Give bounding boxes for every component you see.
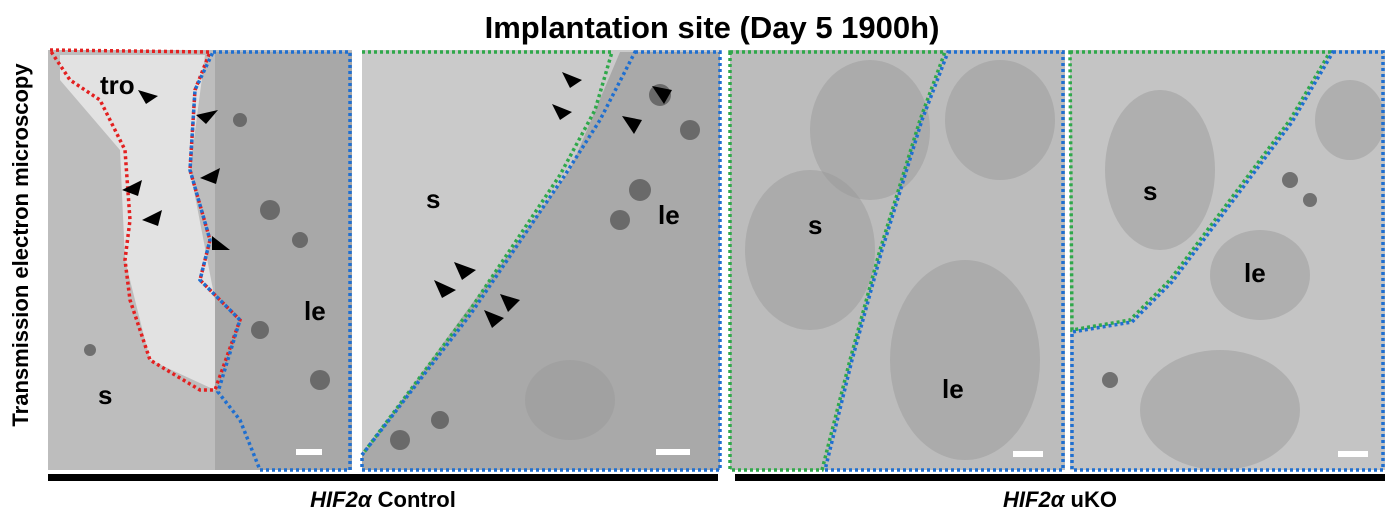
condition: uKO bbox=[1071, 487, 1117, 512]
group-bar bbox=[735, 474, 1385, 481]
figure-title: Implantation site (Day 5 1900h) bbox=[485, 10, 940, 45]
gene-name: HIF2α bbox=[310, 487, 373, 512]
micrograph-panel: s le bbox=[362, 50, 720, 470]
group-label: HIF2α uKO bbox=[1003, 487, 1117, 512]
region-label: s bbox=[98, 380, 112, 410]
region-label: le bbox=[304, 296, 326, 326]
condition: Control bbox=[378, 487, 456, 512]
region-label: s bbox=[808, 210, 822, 240]
region-label: s bbox=[426, 184, 440, 214]
micrograph-panel: s le bbox=[730, 50, 1065, 470]
figure: Implantation site (Day 5 1900h) Transmis… bbox=[0, 0, 1388, 514]
region-label: s bbox=[1143, 176, 1157, 206]
region-label: tro bbox=[100, 70, 135, 100]
micrograph-panel: tro s le bbox=[48, 50, 352, 470]
y-label: Transmission electron microscopy bbox=[8, 63, 33, 427]
region-label: le bbox=[1244, 258, 1266, 288]
group-label: HIF2α Control bbox=[310, 487, 456, 512]
micrograph-panel: s le bbox=[1070, 50, 1385, 470]
group-bar bbox=[48, 474, 718, 481]
region-label: le bbox=[658, 200, 680, 230]
gene-name: HIF2α bbox=[1003, 487, 1066, 512]
region-label: le bbox=[942, 374, 964, 404]
